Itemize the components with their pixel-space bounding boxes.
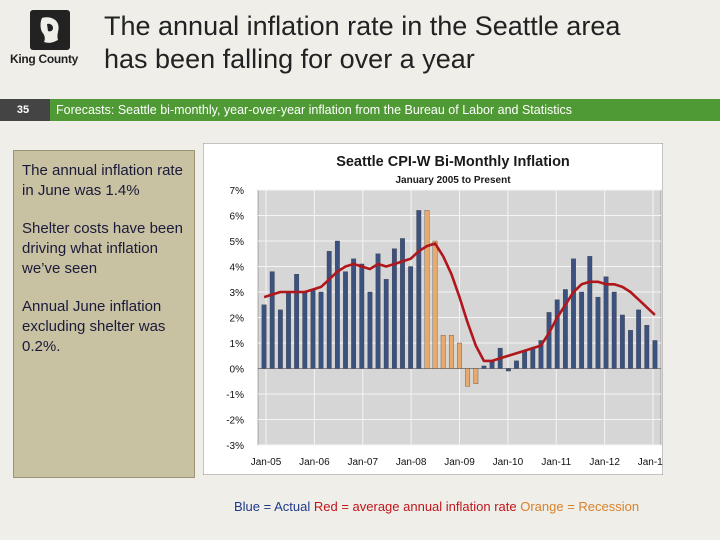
title-line-1: The annual inflation rate in the Seattle… bbox=[104, 11, 621, 41]
recession-bar bbox=[465, 368, 471, 387]
actual-bar bbox=[554, 299, 560, 369]
y-tick-label: 6% bbox=[230, 212, 245, 223]
actual-bar bbox=[611, 291, 617, 369]
actual-bar bbox=[546, 312, 552, 369]
actual-bar bbox=[326, 251, 332, 369]
y-tick-label: 4% bbox=[230, 263, 245, 274]
inflation-chart: Seattle CPI-W Bi-Monthly Inflation Janua… bbox=[203, 143, 663, 475]
y-tick-label: 5% bbox=[230, 237, 245, 248]
actual-bar bbox=[318, 291, 324, 369]
recession-bar bbox=[448, 335, 454, 369]
actual-bar bbox=[579, 291, 585, 369]
actual-bar bbox=[636, 309, 642, 369]
chart-subtitle: January 2005 to Present bbox=[395, 175, 511, 186]
legend-caption: Blue = Actual Red = average annual infla… bbox=[234, 499, 639, 514]
y-tick-label: 0% bbox=[230, 365, 245, 376]
legend-average: Red = average annual inflation rate bbox=[313, 499, 517, 514]
x-tick-label: Jan-11 bbox=[541, 457, 571, 468]
actual-bar bbox=[391, 248, 397, 369]
average-inflation-line bbox=[263, 242, 656, 363]
actual-bar bbox=[619, 314, 625, 369]
actual-bar bbox=[595, 296, 601, 369]
actual-bar bbox=[351, 258, 357, 369]
actual-bar bbox=[644, 324, 650, 369]
x-tick-label: Jan-08 bbox=[396, 457, 427, 468]
x-tick-label: Jan-09 bbox=[444, 457, 475, 468]
actual-bar bbox=[261, 304, 267, 369]
x-tick-label: Jan-05 bbox=[251, 457, 282, 468]
note-excluding-shelter: Annual June inflation excluding shelter … bbox=[22, 298, 166, 355]
actual-bar bbox=[294, 273, 300, 369]
page-title: The annual inflation rate in the Seattle… bbox=[104, 10, 704, 76]
title-line-2: has been falling for over a year bbox=[104, 44, 475, 74]
y-tick-label: -3% bbox=[226, 441, 244, 452]
subtitle: Forecasts: Seattle bi-monthly, year-over… bbox=[56, 103, 572, 117]
recession-bar bbox=[440, 335, 446, 369]
actual-bar bbox=[400, 238, 405, 369]
actual-bar bbox=[334, 240, 340, 369]
x-tick-label: Jan-12 bbox=[589, 457, 620, 468]
actual-bar bbox=[571, 258, 576, 369]
x-tick-label: Jan-07 bbox=[347, 457, 378, 468]
actual-bar bbox=[367, 291, 373, 369]
actual-bar bbox=[538, 340, 544, 369]
y-tick-label: -1% bbox=[226, 390, 244, 401]
actual-bar bbox=[269, 271, 275, 369]
x-tick-label: Jan-10 bbox=[493, 457, 524, 468]
actual-bar bbox=[416, 210, 422, 369]
y-tick-label: 2% bbox=[230, 314, 245, 325]
actual-bar bbox=[375, 253, 381, 369]
recession-bar bbox=[457, 342, 462, 369]
actual-bar bbox=[277, 309, 283, 369]
actual-bar bbox=[514, 360, 519, 369]
subtitle-band bbox=[50, 99, 720, 121]
actual-bar bbox=[286, 291, 291, 369]
note-june-inflation: The annual inflation rate in June was 1.… bbox=[22, 162, 183, 199]
actual-bar bbox=[343, 271, 348, 369]
actual-bar bbox=[530, 347, 536, 369]
slide-number: 35 bbox=[16, 104, 30, 116]
legend-recession: Orange = Recession bbox=[520, 499, 640, 514]
king-county-emblem-icon bbox=[30, 10, 70, 50]
plot-area: 7% 6% 5% 4% 3% 2% 1% 0% -1% -2% -3% Jan-05 Jan-06 Jan… bbox=[226, 186, 663, 468]
x-tick-label: Jan-06 bbox=[299, 457, 330, 468]
y-tick-label: -2% bbox=[226, 416, 244, 427]
actual-bar bbox=[383, 279, 389, 369]
recession-bar bbox=[432, 240, 438, 369]
actual-bar bbox=[505, 368, 511, 372]
actual-bar bbox=[359, 263, 365, 369]
y-tick-label: 1% bbox=[230, 339, 245, 350]
actual-bar bbox=[628, 330, 633, 369]
chart-title: Seattle CPI-W Bi-Monthly Inflation bbox=[336, 154, 570, 170]
actual-bar bbox=[481, 365, 487, 369]
recession-bar bbox=[473, 368, 479, 384]
y-tick-label: 3% bbox=[230, 288, 245, 299]
actual-bar bbox=[652, 340, 658, 369]
actual-bar bbox=[310, 289, 316, 369]
logo-text: King County bbox=[10, 52, 79, 66]
actual-bar bbox=[302, 291, 308, 369]
actual-bar bbox=[408, 266, 414, 369]
y-tick-label: 7% bbox=[230, 186, 245, 197]
sidebar-notes: The annual inflation rate in June was 1.… bbox=[13, 150, 195, 478]
note-shelter-costs: Shelter costs have been driving what inf… bbox=[22, 220, 183, 277]
actual-bar bbox=[587, 256, 593, 369]
actual-bar bbox=[522, 350, 528, 369]
x-tick-label: Jan-13 bbox=[638, 457, 663, 468]
legend-actual: Blue = Actual bbox=[234, 499, 311, 514]
actual-bar bbox=[562, 289, 568, 369]
king-county-logo: King County bbox=[8, 10, 90, 70]
actual-bar bbox=[603, 276, 609, 369]
recession-bar bbox=[424, 210, 430, 369]
